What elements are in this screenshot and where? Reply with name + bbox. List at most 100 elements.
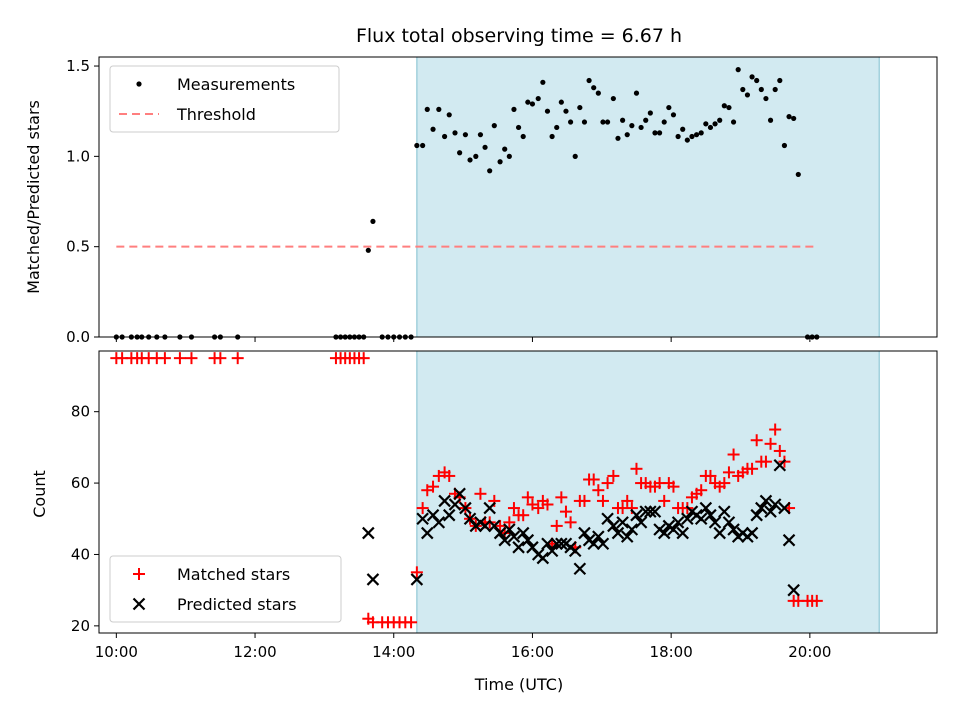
data-point	[721, 103, 727, 109]
axes-frame	[98, 350, 938, 634]
data-point	[763, 95, 769, 102]
data-point	[656, 130, 663, 136]
data-point	[694, 512, 708, 526]
data-point	[638, 124, 644, 131]
data-point	[744, 92, 751, 98]
data-point	[410, 573, 424, 586]
data-point	[567, 119, 574, 125]
legend-entry: Matched stars	[133, 565, 290, 584]
data-point	[727, 523, 740, 536]
data-point	[607, 469, 620, 482]
data-point	[511, 106, 517, 112]
data-point	[624, 132, 630, 138]
data-point	[611, 526, 625, 540]
chart-title: Flux total observing time = 6.67 h	[356, 25, 682, 47]
data-point	[591, 85, 597, 91]
data-point	[432, 516, 446, 529]
data-point	[695, 484, 708, 497]
data-point	[502, 146, 508, 152]
legend-swatch	[133, 568, 145, 580]
x-tick-label: 18:00	[650, 643, 693, 661]
data-point	[446, 112, 452, 118]
data-point	[596, 537, 610, 551]
data-point	[730, 119, 737, 125]
data-point	[529, 101, 536, 107]
data-point	[773, 458, 787, 472]
data-point	[443, 469, 456, 482]
legend-label: Threshold	[176, 105, 256, 124]
observing-window-band	[416, 350, 880, 634]
data-point	[457, 150, 463, 156]
data-point	[615, 135, 621, 141]
y-tick-label: 0.5	[66, 238, 90, 256]
series-predicted-stars	[362, 458, 800, 597]
legend: Matched stars Predicted stars	[109, 555, 342, 623]
bottom-y-axis-label: Count	[30, 470, 49, 518]
data-point	[735, 67, 741, 73]
data-point	[764, 437, 777, 450]
data-point	[773, 444, 786, 457]
data-point	[708, 516, 722, 529]
data-point	[555, 537, 568, 551]
data-point	[629, 123, 635, 129]
data-point	[810, 594, 823, 607]
data-point	[535, 95, 541, 102]
data-point	[607, 519, 620, 533]
data-point	[616, 516, 629, 529]
top-y-axis-label: Matched/Predicted stars	[24, 100, 43, 294]
data-point	[681, 512, 694, 526]
data-point	[554, 124, 560, 131]
y-tick-label: 20	[71, 617, 90, 635]
x-tick-label: 12:00	[233, 643, 276, 661]
legend-box	[109, 65, 340, 133]
data-point	[506, 153, 512, 159]
axes-frame	[98, 56, 938, 338]
data-point	[525, 99, 531, 105]
data-point	[703, 121, 709, 127]
data-point	[365, 247, 371, 253]
data-point	[487, 168, 493, 174]
data-point	[621, 494, 634, 507]
data-point	[750, 434, 763, 447]
data-point	[452, 130, 458, 136]
data-point	[704, 469, 717, 482]
data-point	[427, 480, 440, 493]
data-point	[442, 133, 448, 140]
data-point	[515, 124, 522, 131]
data-point	[414, 142, 420, 149]
data-point	[362, 526, 375, 540]
data-point	[517, 509, 530, 522]
data-point	[405, 616, 418, 629]
data-point	[512, 541, 525, 554]
data-point	[746, 462, 759, 475]
data-point	[366, 573, 380, 586]
data-point	[680, 126, 686, 132]
data-point	[442, 508, 456, 522]
data-point	[722, 516, 736, 529]
data-point	[185, 352, 198, 365]
data-point	[410, 566, 423, 579]
data-point	[767, 117, 774, 123]
data-point	[521, 491, 534, 504]
data-point	[592, 484, 605, 497]
data-point	[699, 501, 713, 515]
legend-label: Matched stars	[177, 565, 290, 584]
data-point	[448, 498, 462, 511]
data-point	[671, 516, 685, 529]
data-point	[676, 526, 689, 540]
data-point	[550, 519, 563, 532]
data-point	[541, 537, 554, 551]
data-point	[544, 108, 551, 114]
x-tick-label: 14:00	[372, 643, 415, 661]
data-point	[430, 126, 436, 132]
x-tick-label: 16:00	[511, 643, 554, 661]
data-point	[754, 77, 760, 84]
data-point	[639, 505, 653, 518]
x-tick-label: 10:00	[95, 643, 138, 661]
data-point	[601, 477, 614, 490]
data-point	[424, 106, 430, 112]
data-point	[214, 352, 227, 365]
data-point	[717, 117, 723, 123]
data-point	[587, 537, 600, 551]
